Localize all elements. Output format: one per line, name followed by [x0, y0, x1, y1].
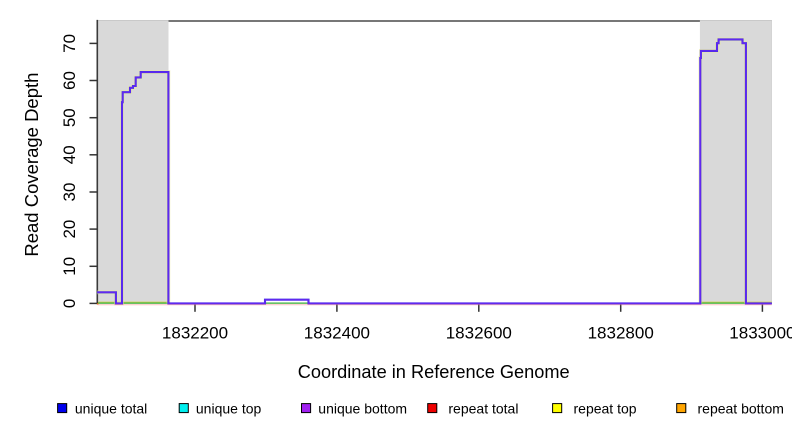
svg-text:20: 20: [60, 220, 79, 239]
svg-text:unique bottom: unique bottom: [318, 400, 407, 416]
svg-text:1832200: 1832200: [162, 323, 228, 342]
svg-text:1833000: 1833000: [729, 323, 792, 342]
svg-text:Read Coverage Depth: Read Coverage Depth: [21, 73, 42, 257]
svg-text:1832400: 1832400: [304, 323, 370, 342]
svg-text:repeat total: repeat total: [448, 400, 518, 416]
svg-text:0: 0: [60, 299, 79, 308]
svg-text:70: 70: [60, 34, 79, 53]
svg-text:50: 50: [60, 108, 79, 127]
svg-text:1832600: 1832600: [446, 323, 512, 342]
svg-text:unique total: unique total: [75, 400, 147, 416]
svg-text:repeat bottom: repeat bottom: [698, 400, 784, 416]
svg-text:repeat top: repeat top: [574, 400, 637, 416]
svg-text:unique top: unique top: [196, 400, 262, 416]
svg-text:40: 40: [60, 145, 79, 164]
svg-text:30: 30: [60, 183, 79, 202]
svg-text:1832800: 1832800: [588, 323, 654, 342]
svg-text:10: 10: [60, 257, 79, 276]
svg-text:60: 60: [60, 71, 79, 90]
svg-text:Coordinate in Reference Genome: Coordinate in Reference Genome: [298, 362, 570, 382]
